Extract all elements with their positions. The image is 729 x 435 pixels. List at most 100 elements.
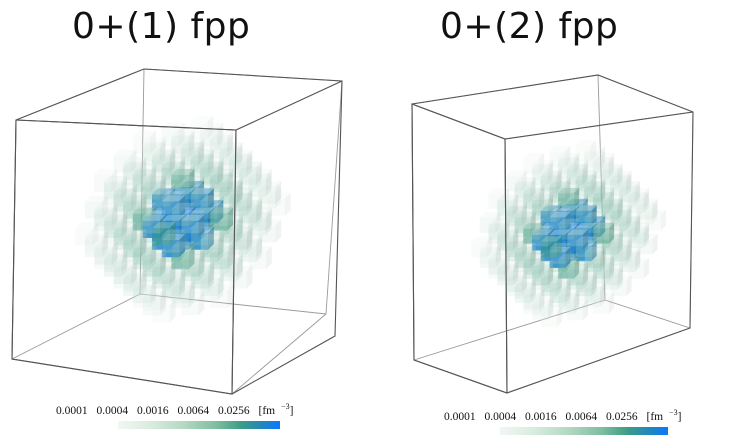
voxel [497, 264, 519, 286]
voxel [113, 188, 137, 212]
voxel [210, 284, 234, 308]
voxel [123, 190, 147, 215]
voxel [94, 168, 118, 192]
tick-label: 0.0001 [56, 404, 88, 417]
voxel [584, 181, 606, 203]
voxel [113, 183, 137, 207]
voxel [523, 218, 545, 240]
voxel [152, 265, 176, 289]
voxel [505, 205, 527, 227]
voxel [636, 202, 658, 224]
voxel [593, 187, 615, 209]
voxel [550, 277, 571, 299]
voxel [558, 152, 580, 174]
voxel [133, 164, 157, 188]
voxel [238, 166, 262, 190]
voxel [248, 207, 272, 231]
voxel [532, 264, 554, 286]
voxel [142, 253, 166, 277]
voxel [610, 205, 632, 227]
voxel [238, 200, 262, 224]
voxel [152, 144, 176, 169]
voxel [210, 130, 234, 154]
voxel [229, 226, 253, 250]
voxel [190, 188, 214, 212]
voxel [592, 157, 614, 179]
voxel [549, 146, 571, 168]
voxel [523, 257, 545, 279]
voxel [228, 192, 253, 216]
voxel [496, 198, 518, 220]
voxel [611, 236, 632, 258]
voxel [200, 195, 224, 219]
voxel [497, 229, 519, 251]
voxel [619, 216, 641, 238]
voxel [133, 202, 157, 226]
voxel [161, 195, 186, 219]
voxel [506, 236, 528, 258]
voxel [191, 222, 215, 246]
voxel [181, 248, 205, 272]
voxel [209, 250, 233, 274]
voxel [618, 220, 640, 242]
voxel [480, 242, 502, 264]
voxel [532, 194, 554, 216]
voxel [601, 198, 623, 220]
voxel [610, 275, 632, 297]
voxel [143, 248, 167, 272]
voxel [143, 210, 167, 234]
voxel [619, 251, 641, 273]
voxel [488, 222, 510, 244]
colorbar-unit: [fm −3] [647, 408, 688, 423]
voxel [104, 248, 128, 272]
voxel [258, 219, 282, 243]
voxel [593, 218, 615, 240]
voxel [161, 277, 185, 301]
voxel [506, 271, 528, 293]
voxel [113, 265, 137, 289]
tick-label: 0.0064 [565, 410, 598, 423]
voxel [515, 242, 536, 264]
voxel [576, 271, 597, 293]
voxel [558, 292, 580, 314]
voxel [532, 299, 554, 321]
voxel [505, 240, 527, 262]
voxel [549, 177, 571, 198]
voxel [557, 157, 579, 179]
voxel [575, 275, 597, 297]
voxel [619, 181, 641, 203]
voxel [575, 139, 597, 161]
voxel [162, 268, 186, 292]
voxel [200, 156, 224, 180]
voxel [162, 190, 186, 215]
voxel [567, 299, 589, 321]
voxel [584, 281, 606, 303]
voxel [514, 251, 536, 273]
voxel [219, 176, 243, 200]
voxel [219, 146, 243, 170]
voxel [523, 288, 545, 310]
voxel [219, 142, 243, 166]
voxel [567, 229, 589, 251]
voxel [523, 253, 545, 275]
colorbar-left [118, 421, 280, 429]
voxel [567, 264, 589, 286]
voxel [239, 234, 263, 258]
voxel [540, 170, 562, 192]
voxel [191, 183, 215, 207]
voxel [219, 214, 243, 238]
voxel [113, 149, 137, 173]
voxel [593, 152, 615, 174]
voxel [180, 142, 204, 166]
voxel [532, 159, 554, 181]
voxel [532, 190, 554, 212]
voxel [181, 210, 205, 234]
voxel [84, 234, 108, 258]
voxel [585, 242, 606, 264]
voxel [94, 241, 118, 265]
voxel [593, 257, 615, 279]
unit-exponent: −3 [281, 402, 290, 411]
voxel [142, 142, 166, 166]
